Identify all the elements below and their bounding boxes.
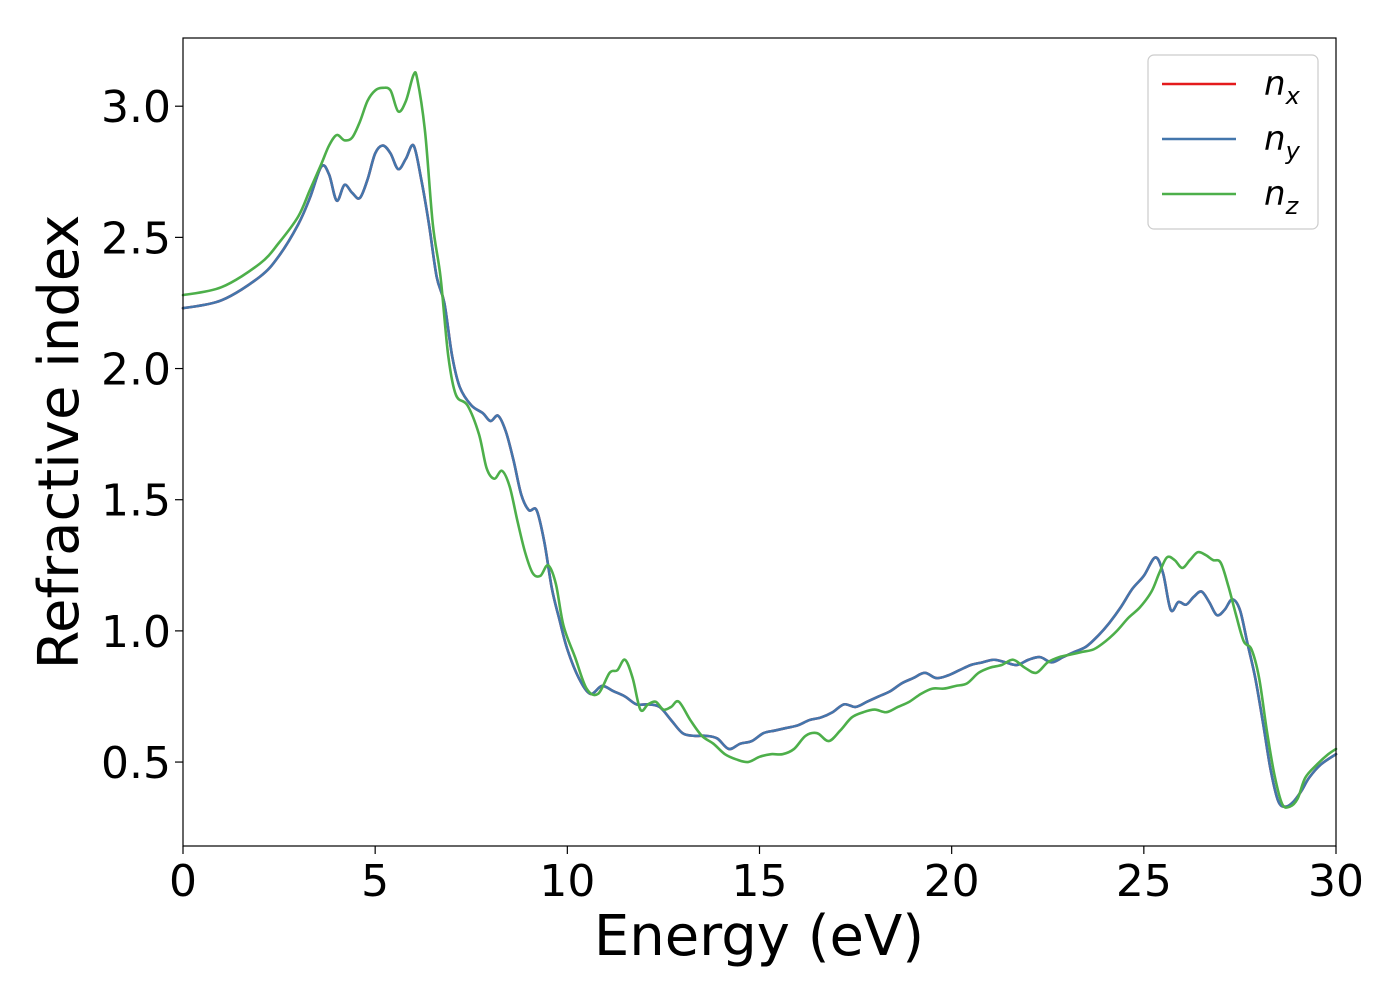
x-tick-label: 30	[1308, 856, 1364, 907]
y-tick-label: 0.5	[101, 738, 171, 789]
y-tick-label: 1.0	[101, 607, 171, 658]
x-axis-ticks: 0 5 10 15 20 25 30	[169, 846, 1364, 907]
x-tick-label: 10	[539, 856, 595, 907]
legend-label-z: nz	[1264, 174, 1300, 220]
x-tick-label: 5	[361, 856, 389, 907]
legend-box	[1147, 54, 1319, 230]
x-tick-label: 25	[1116, 856, 1172, 907]
legend-label-x: nx	[1264, 64, 1301, 110]
x-tick-label: 0	[169, 856, 197, 907]
x-tick-label: 20	[924, 856, 980, 907]
legend-items: nx ny nz	[1162, 64, 1301, 220]
series-line-y	[181, 143, 1338, 808]
y-axis-ticks: 0.5 1.0 1.5 2.0 2.5 3.0	[101, 82, 183, 789]
y-axis-title: Refractive index	[27, 215, 92, 670]
x-tick-label: 15	[732, 856, 788, 907]
y-tick-label: 1.5	[101, 476, 171, 527]
legend-label-y: ny	[1264, 119, 1301, 165]
legend: nx ny nz	[1147, 54, 1319, 230]
plot-lines	[181, 71, 1338, 809]
y-tick-label: 2.0	[101, 345, 171, 396]
y-tick-label: 3.0	[101, 82, 171, 133]
x-axis-title: Energy (eV)	[594, 904, 924, 969]
series-line-z	[181, 71, 1338, 809]
y-tick-label: 2.5	[101, 213, 171, 264]
